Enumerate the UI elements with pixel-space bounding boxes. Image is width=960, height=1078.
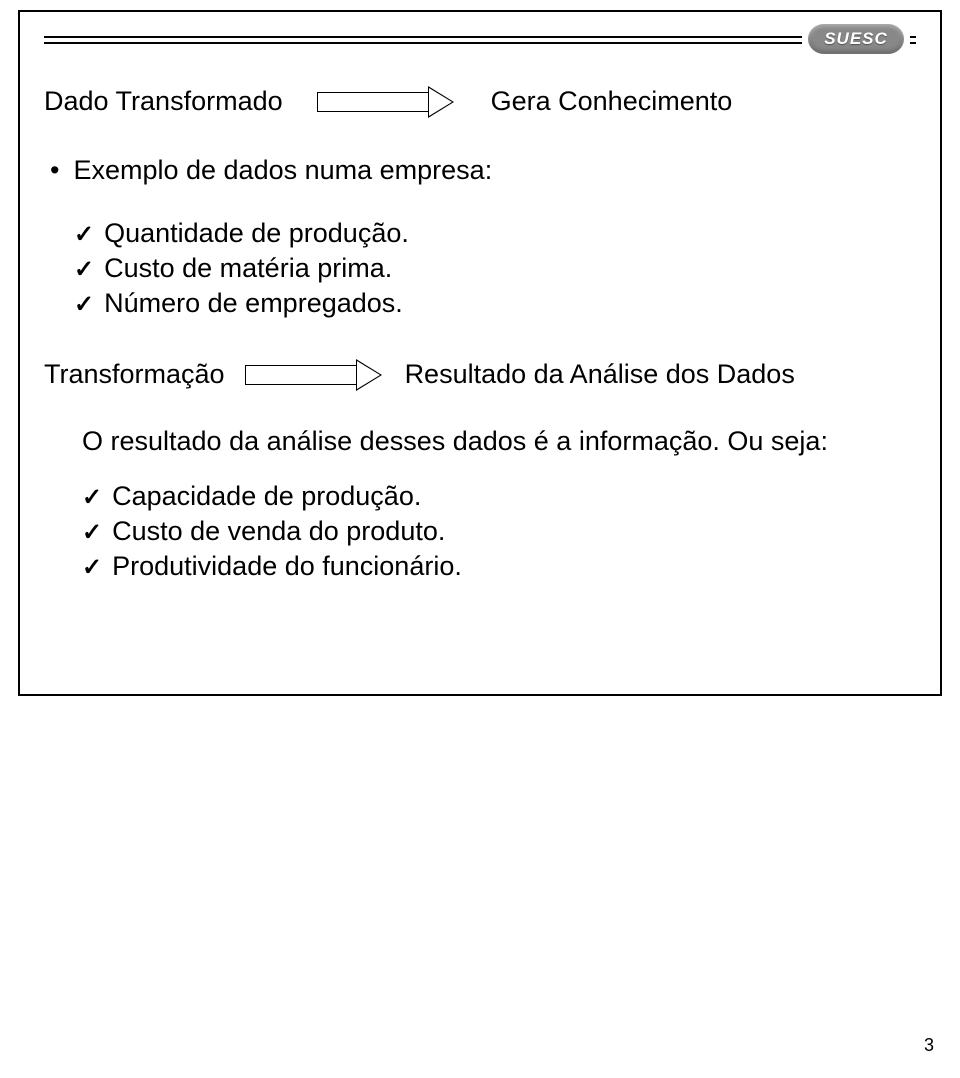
- check-text: Quantidade de produção.: [104, 218, 409, 249]
- list-item: ✓ Custo de matéria prima.: [74, 253, 916, 284]
- check-icon: ✓: [74, 290, 94, 319]
- row2-right-text: Resultado da Análise dos Dados: [405, 359, 795, 390]
- result-intro-block: O resultado da análise desses dados é a …: [82, 426, 916, 457]
- arrow-rect: [245, 365, 357, 385]
- check-icon: ✓: [74, 220, 94, 249]
- list-item: ✓ Custo de venda do produto.: [82, 516, 916, 547]
- arrow-icon: [245, 361, 385, 389]
- list-item: ✓ Produtividade do funcionário.: [82, 551, 916, 582]
- check-text: Capacidade de produção.: [112, 481, 421, 512]
- example-intro-text: Exemplo de dados numa empresa:: [50, 155, 916, 186]
- row1-right-text: Gera Conhecimento: [491, 86, 733, 117]
- check-text: Número de empregados.: [104, 288, 403, 319]
- logo-pill: SUESC: [808, 24, 904, 54]
- check-text: Custo de matéria prima.: [104, 253, 392, 284]
- list-item: ✓ Capacidade de produção.: [82, 481, 916, 512]
- arrow-head-icon: [428, 86, 454, 118]
- header-line-bottom: [44, 42, 916, 44]
- check-text: Custo de venda do produto.: [112, 516, 445, 547]
- example-intro-block: Exemplo de dados numa empresa:: [44, 155, 916, 186]
- check-icon: ✓: [82, 553, 102, 582]
- transform-row-2: Transformação Resultado da Análise dos D…: [44, 359, 916, 390]
- page-number: 3: [924, 1035, 934, 1056]
- check-list-1: ✓ Quantidade de produção. ✓ Custo de mat…: [74, 218, 916, 319]
- row2-left-text: Transformação: [44, 359, 225, 390]
- arrow-icon: [317, 88, 457, 116]
- check-icon: ✓: [82, 483, 102, 512]
- check-icon: ✓: [82, 518, 102, 547]
- header-line-top: [44, 36, 916, 38]
- header-rule: SUESC: [44, 32, 916, 68]
- arrow-head-icon: [356, 359, 382, 391]
- logo-text: SUESC: [824, 29, 888, 49]
- check-icon: ✓: [74, 255, 94, 284]
- list-item: ✓ Número de empregados.: [74, 288, 916, 319]
- transform-row-1: Dado Transformado Gera Conhecimento: [44, 86, 916, 117]
- result-intro-text: O resultado da análise desses dados é a …: [82, 426, 828, 456]
- arrow-rect: [317, 92, 429, 112]
- list-item: ✓ Quantidade de produção.: [74, 218, 916, 249]
- check-list-2: ✓ Capacidade de produção. ✓ Custo de ven…: [82, 481, 916, 582]
- brand-logo: SUESC: [802, 24, 910, 54]
- row1-left-text: Dado Transformado: [44, 86, 283, 117]
- check-text: Produtividade do funcionário.: [112, 551, 462, 582]
- content-card: SUESC Dado Transformado Gera Conheciment…: [18, 10, 942, 696]
- slide-page: SUESC Dado Transformado Gera Conheciment…: [0, 0, 960, 1078]
